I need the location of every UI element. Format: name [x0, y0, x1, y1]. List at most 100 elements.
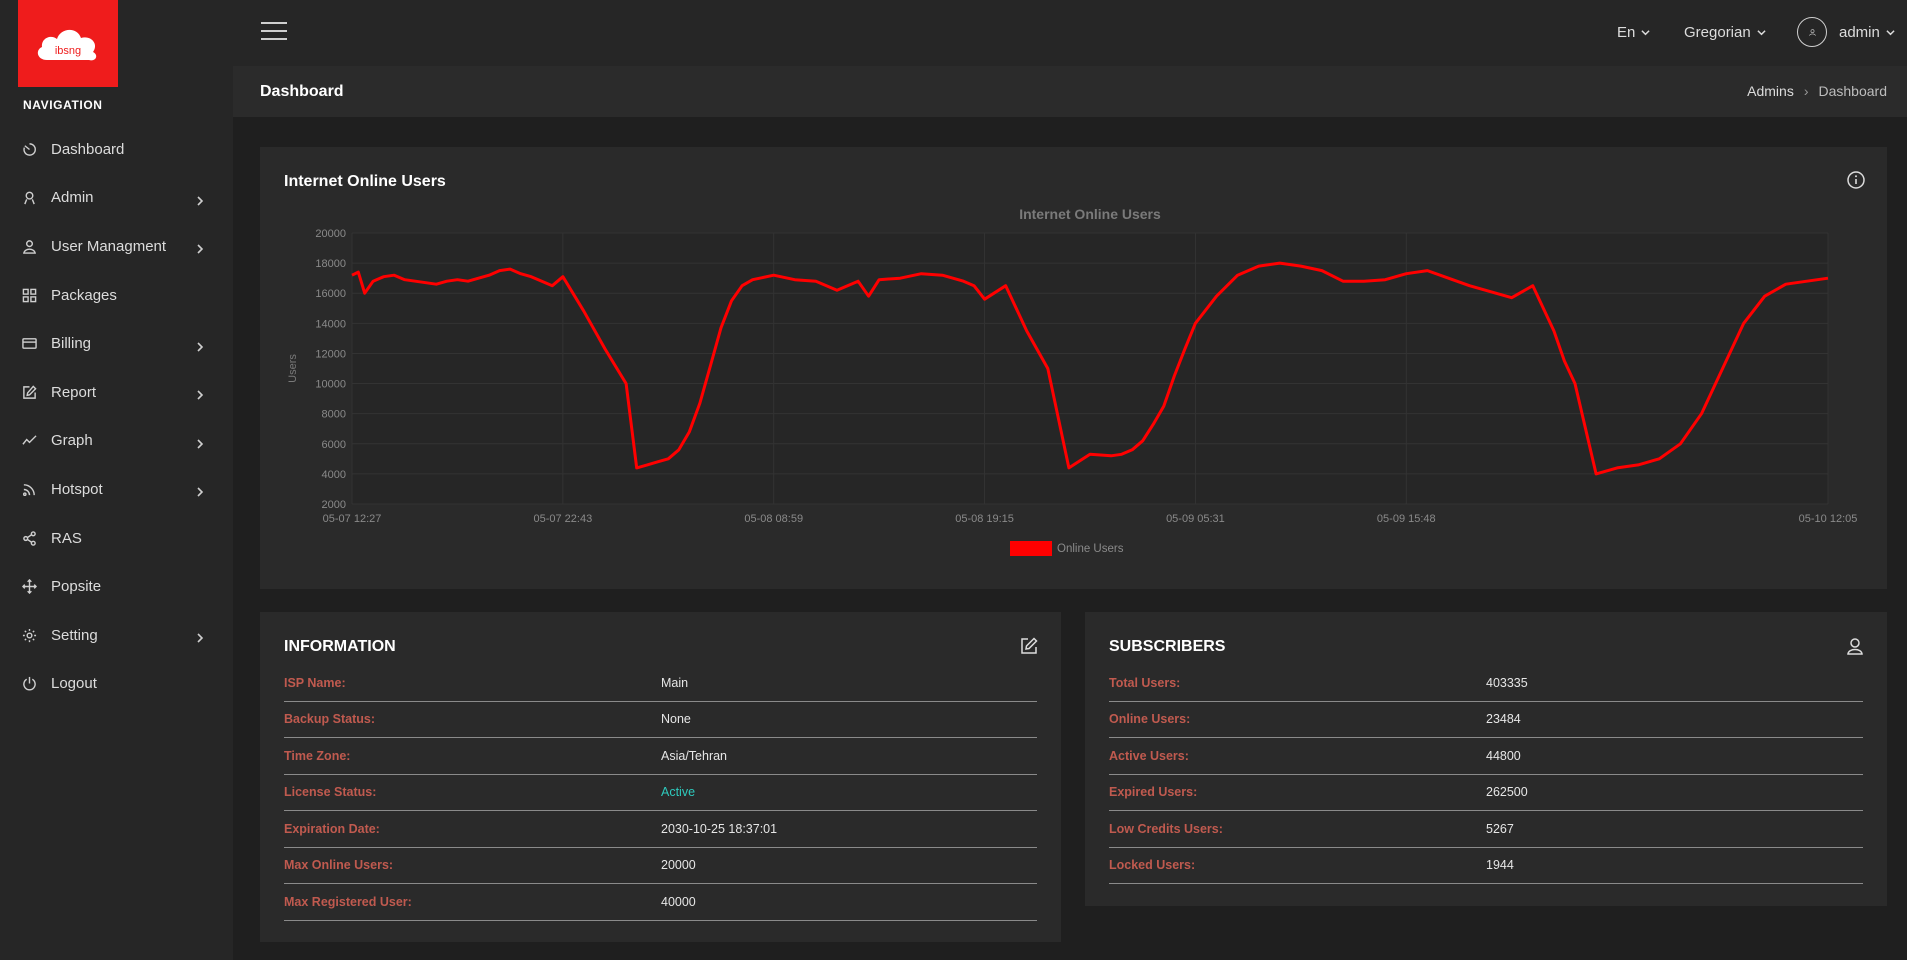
x-tick-label: 05-08 08:59 — [744, 513, 803, 525]
sidebar-item-label: Hotspot — [51, 480, 103, 498]
subscribers-card: SUBSCRIBERS Total Users: 403335 Online Use… — [1085, 612, 1887, 906]
sidebar-item-billing[interactable]: Billing — [0, 319, 233, 368]
breadcrumb-current: Dashboard — [1818, 83, 1888, 99]
sidebar-item-label: Packages — [51, 286, 117, 304]
kv-value: 1944 — [1486, 858, 1514, 873]
chevron-down-icon — [1886, 29, 1895, 35]
y-tick-label: 6000 — [322, 439, 346, 451]
information-list: ISP Name: Main Backup Status: None Time Zone… — [284, 665, 1037, 921]
kv-row: License Status: Active — [284, 775, 1037, 811]
plot-area — [352, 233, 1828, 504]
sidebar-item-user-managment[interactable]: User Managment — [0, 222, 233, 271]
admin-icon — [21, 190, 37, 206]
online-users-chart: Internet Online Users 2000 4000 6000 8000 100… — [287, 206, 1858, 556]
y-tick-label: 2000 — [322, 499, 346, 511]
sidebar-item-label: Setting — [51, 626, 98, 644]
power-icon — [21, 676, 37, 692]
sidebar-item-hotspot[interactable]: Hotspot — [0, 465, 233, 514]
chevron-right-icon — [195, 241, 205, 255]
sidebar-item-ras[interactable]: RAS — [0, 514, 233, 563]
sidebar-item-graph[interactable]: Graph — [0, 417, 233, 466]
kv-value: 403335 — [1486, 675, 1528, 690]
sidebar-item-setting[interactable]: Setting — [0, 611, 233, 660]
sidebar-item-label: Popsite — [51, 578, 102, 596]
x-tick-label: 05-07 12:27 — [323, 513, 382, 525]
packages-icon — [21, 287, 37, 303]
avatar — [1797, 17, 1827, 47]
sidebar-item-label: Logout — [51, 675, 97, 693]
sidebar-item-dashboard[interactable]: Dashboard — [0, 125, 233, 174]
edit-button[interactable] — [1019, 636, 1039, 656]
billing-icon — [21, 336, 37, 352]
kv-value: 44800 — [1486, 748, 1521, 763]
logo-text: ibsng — [55, 45, 81, 57]
information-title: INFORMATION — [284, 638, 396, 655]
info-icon — [1847, 171, 1865, 189]
chart-card-title: Internet Online Users — [284, 173, 446, 190]
y-axis-label: Users — [287, 354, 299, 383]
series-line-online-users — [351, 261, 1829, 476]
hamburger-menu-button[interactable] — [261, 22, 287, 42]
sidebar-item-popsite[interactable]: Popsite — [0, 562, 233, 611]
user-icon — [1808, 28, 1816, 36]
page-title: Dashboard — [260, 83, 344, 100]
chevron-right-icon — [195, 484, 205, 498]
sidebar-item-admin[interactable]: Admin — [0, 174, 233, 223]
sidebar-item-label: Admin — [51, 189, 94, 207]
user-menu[interactable]: admin — [1797, 17, 1895, 47]
kv-key: Total Users: — [1109, 675, 1181, 690]
kv-key: Max Online Users: — [284, 858, 394, 873]
kv-value: None — [661, 712, 691, 727]
sidebar-item-packages[interactable]: Packages — [0, 271, 233, 320]
kv-row: Active Users: 44800 — [1109, 738, 1863, 775]
y-tick-label: 18000 — [315, 258, 346, 270]
sidebar-item-logout[interactable]: Logout — [0, 660, 233, 709]
sidebar-item-label: RAS — [51, 529, 82, 547]
breadcrumb: Admins › Dashboard — [1747, 83, 1887, 99]
kv-key: Backup Status: — [284, 712, 375, 727]
sidebar-item-label: Report — [51, 383, 97, 401]
nav-list: Dashboard Admin User Managment Packages Bill… — [0, 125, 233, 708]
language-label: En — [1617, 24, 1636, 41]
kv-key: Active Users: — [1109, 748, 1189, 763]
kv-key: License Status: — [284, 785, 377, 800]
breadcrumb-admins[interactable]: Admins — [1747, 83, 1794, 99]
cloud-logo-icon: ibsng — [37, 29, 97, 60]
language-dropdown[interactable]: En — [1617, 24, 1650, 41]
kv-key: Expired Users: — [1109, 785, 1198, 800]
sidebar: ibsng NAVIGATION Dashboard Admin User Mana… — [0, 0, 233, 960]
sidebar-item-report[interactable]: Report — [0, 368, 233, 417]
chevron-right-icon — [195, 193, 205, 206]
information-card: INFORMATION ISP Name: Main Backup Status: N… — [260, 612, 1061, 942]
page-header: Dashboard Admins › Dashboard — [233, 66, 1907, 117]
x-tick-label: 05-09 05:31 — [1166, 513, 1225, 525]
info-button[interactable] — [1846, 170, 1866, 190]
username: admin — [1839, 23, 1880, 41]
y-tick-label: 16000 — [315, 288, 346, 300]
calendar-dropdown[interactable]: Gregorian — [1684, 24, 1766, 41]
legend-swatch — [1010, 541, 1052, 556]
chevron-down-icon — [1757, 30, 1766, 36]
dashboard-icon — [21, 141, 37, 157]
user-button[interactable] — [1845, 636, 1865, 656]
kv-row: Backup Status: None — [284, 702, 1037, 738]
kv-value: 5267 — [1486, 821, 1514, 836]
kv-row: Expiration Date: 2030-10-25 18:37:01 — [284, 811, 1037, 848]
kv-value: Active — [661, 785, 696, 800]
chevron-right-icon — [195, 436, 205, 449]
user-icon — [1847, 638, 1863, 655]
share-icon — [21, 530, 37, 546]
kv-row: Max Online Users: 20000 — [284, 848, 1037, 884]
logo[interactable]: ibsng — [18, 0, 118, 87]
breadcrumb-separator: › — [1803, 83, 1809, 99]
x-tick-label: 05-09 15:48 — [1377, 513, 1436, 525]
kv-key: Time Zone: — [284, 748, 351, 763]
kv-row: Max Registered User: 40000 — [284, 884, 1037, 921]
chevron-right-icon — [195, 339, 205, 352]
y-tick-label: 12000 — [315, 348, 346, 360]
kv-value: 262500 — [1486, 785, 1528, 800]
y-tick-label: 4000 — [322, 469, 346, 481]
kv-row: Online Users: 23484 — [1109, 702, 1863, 738]
chevron-right-icon — [195, 387, 205, 400]
x-tick-label: 05-10 12:05 — [1799, 513, 1858, 525]
